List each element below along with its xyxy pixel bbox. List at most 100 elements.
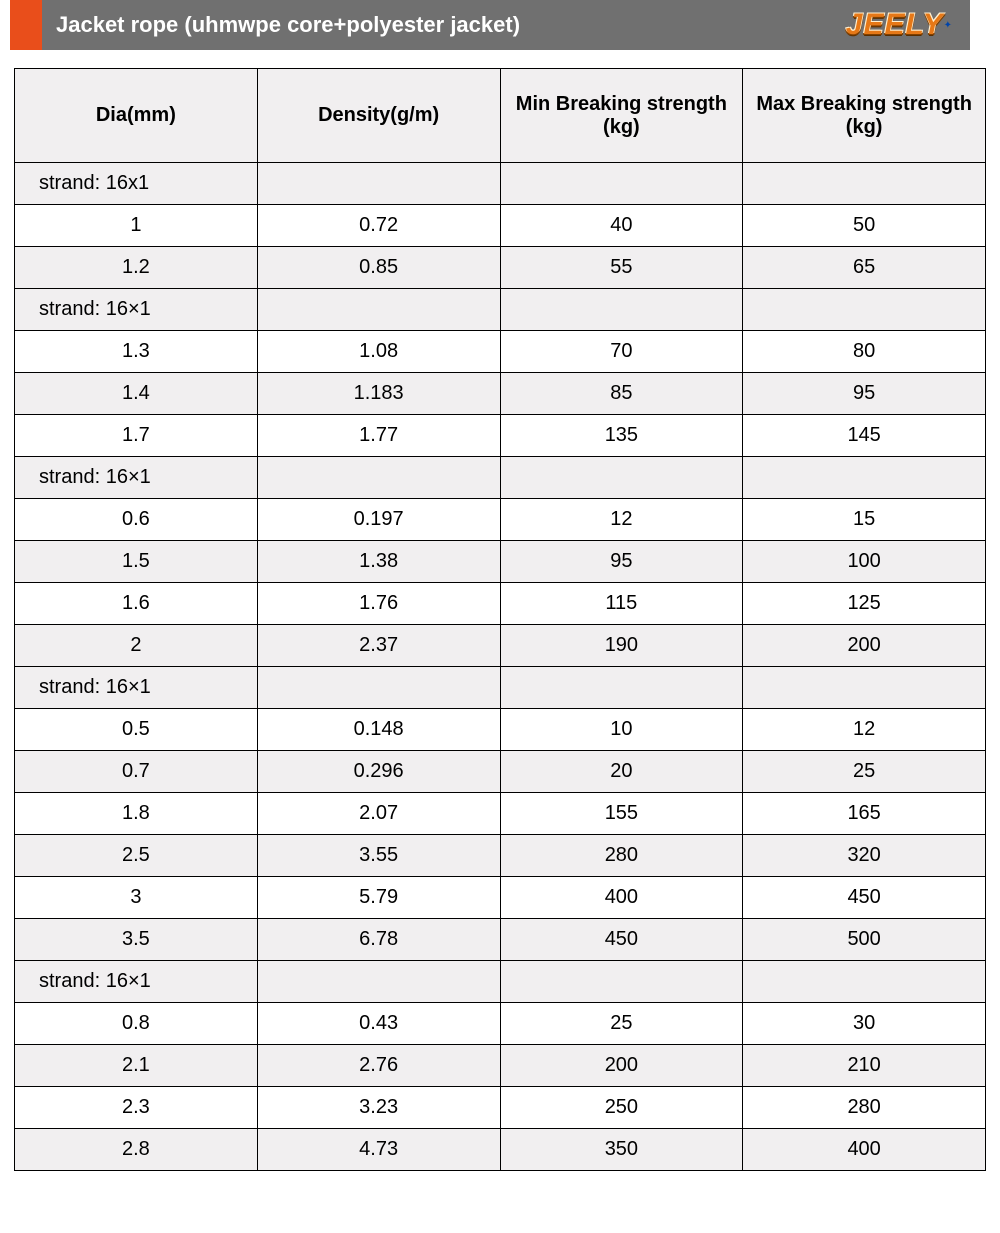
cell: 1.5: [15, 541, 258, 583]
logo-mark-icon: ✦: [944, 20, 952, 31]
cell: 0.72: [257, 205, 500, 247]
col-dia: Dia(mm): [15, 69, 258, 163]
table-row: strand: 16×1: [15, 457, 986, 499]
cell: 200: [500, 1045, 743, 1087]
cell: 280: [743, 1087, 986, 1129]
table-row: strand: 16x1: [15, 163, 986, 205]
cell: 1.6: [15, 583, 258, 625]
cell: 1.3: [15, 331, 258, 373]
cell: 95: [743, 373, 986, 415]
spec-table: Dia(mm) Density(g/m) Min Breaking streng…: [14, 68, 986, 1171]
cell: 450: [743, 877, 986, 919]
cell: 0.43: [257, 1003, 500, 1045]
cell: 2.5: [15, 835, 258, 877]
table-body: strand: 16x110.7240501.20.855565strand: …: [15, 163, 986, 1171]
empty-cell: [743, 667, 986, 709]
table-row: 1.71.77135145: [15, 415, 986, 457]
cell: 25: [500, 1003, 743, 1045]
table-row: 0.70.2962025: [15, 751, 986, 793]
cell: 1.77: [257, 415, 500, 457]
cell: 20: [500, 751, 743, 793]
table-row: strand: 16×1: [15, 667, 986, 709]
cell: 0.6: [15, 499, 258, 541]
cell: 12: [743, 709, 986, 751]
cell: 2.1: [15, 1045, 258, 1087]
empty-cell: [743, 289, 986, 331]
logo: JEELY✦: [846, 0, 970, 50]
cell: 280: [500, 835, 743, 877]
cell: 3.23: [257, 1087, 500, 1129]
cell: 165: [743, 793, 986, 835]
empty-cell: [743, 457, 986, 499]
empty-cell: [500, 457, 743, 499]
cell: 1.7: [15, 415, 258, 457]
empty-cell: [257, 289, 500, 331]
cell: 2.76: [257, 1045, 500, 1087]
table-row: 2.33.23250280: [15, 1087, 986, 1129]
cell: 50: [743, 205, 986, 247]
cell: 350: [500, 1129, 743, 1171]
cell: 1.08: [257, 331, 500, 373]
cell: 155: [500, 793, 743, 835]
cell: 2.37: [257, 625, 500, 667]
cell: 210: [743, 1045, 986, 1087]
table-row: 1.51.3895100: [15, 541, 986, 583]
cell: 2.07: [257, 793, 500, 835]
table-row: 35.79400450: [15, 877, 986, 919]
cell: 100: [743, 541, 986, 583]
table-container: Dia(mm) Density(g/m) Min Breaking streng…: [0, 50, 1000, 1195]
cell: 250: [500, 1087, 743, 1129]
cell: 12: [500, 499, 743, 541]
cell: 125: [743, 583, 986, 625]
cell: 85: [500, 373, 743, 415]
cell: 200: [743, 625, 986, 667]
cell: 0.8: [15, 1003, 258, 1045]
table-row: 0.80.432530: [15, 1003, 986, 1045]
cell: 5.79: [257, 877, 500, 919]
cell: 145: [743, 415, 986, 457]
empty-cell: [500, 163, 743, 205]
cell: 6.78: [257, 919, 500, 961]
cell: 4.73: [257, 1129, 500, 1171]
cell: 450: [500, 919, 743, 961]
cell: 95: [500, 541, 743, 583]
strand-label: strand: 16×1: [15, 457, 258, 499]
empty-cell: [743, 163, 986, 205]
table-row: 0.60.1971215: [15, 499, 986, 541]
cell: 2.8: [15, 1129, 258, 1171]
cell: 1.4: [15, 373, 258, 415]
cell: 80: [743, 331, 986, 373]
table-row: 10.724050: [15, 205, 986, 247]
cell: 70: [500, 331, 743, 373]
table-header-row: Dia(mm) Density(g/m) Min Breaking streng…: [15, 69, 986, 163]
strand-label: strand: 16×1: [15, 289, 258, 331]
cell: 1.2: [15, 247, 258, 289]
cell: 0.7: [15, 751, 258, 793]
cell: 400: [743, 1129, 986, 1171]
table-row: 2.12.76200210: [15, 1045, 986, 1087]
logo-text: JEELY: [846, 8, 944, 42]
empty-cell: [257, 163, 500, 205]
cell: 3: [15, 877, 258, 919]
cell: 3.55: [257, 835, 500, 877]
table-row: 22.37190200: [15, 625, 986, 667]
cell: 3.5: [15, 919, 258, 961]
cell: 65: [743, 247, 986, 289]
col-density: Density(g/m): [257, 69, 500, 163]
cell: 500: [743, 919, 986, 961]
cell: 135: [500, 415, 743, 457]
cell: 2: [15, 625, 258, 667]
cell: 0.85: [257, 247, 500, 289]
table-row: 1.31.087080: [15, 331, 986, 373]
cell: 0.5: [15, 709, 258, 751]
cell: 1: [15, 205, 258, 247]
cell: 25: [743, 751, 986, 793]
cell: 2.3: [15, 1087, 258, 1129]
cell: 400: [500, 877, 743, 919]
cell: 0.197: [257, 499, 500, 541]
cell: 1.183: [257, 373, 500, 415]
cell: 15: [743, 499, 986, 541]
table-row: 1.61.76115125: [15, 583, 986, 625]
table-row: 1.82.07155165: [15, 793, 986, 835]
cell: 30: [743, 1003, 986, 1045]
